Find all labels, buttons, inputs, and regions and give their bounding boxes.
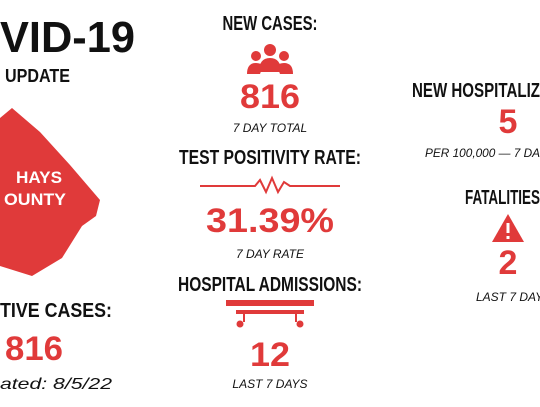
county-name: HAYS [16, 168, 62, 187]
stat-note: LAST 7 DAYS [232, 377, 307, 391]
title: VID-19 [0, 13, 135, 62]
people-icon [247, 44, 293, 74]
stretcher-icon [226, 300, 314, 328]
zigzag-icon [200, 175, 340, 195]
stat-note: ated: 8/5/22 [0, 376, 112, 393]
stat-value: 31.39% [206, 202, 334, 240]
stat-note: PER 100,000 — 7 DA [425, 146, 540, 160]
stat-note: LAST 7 DAYS [476, 290, 540, 304]
stat-note: 7 DAY RATE [236, 247, 305, 261]
stat-label: TIVE CASES: [0, 300, 112, 322]
stat-value: 5 [499, 103, 518, 141]
stat-value: 2 [499, 244, 518, 282]
warning-icon [492, 214, 524, 242]
county-name: OUNTY [4, 190, 67, 209]
stat-label: NEW CASES: [223, 13, 318, 35]
stat-value: 12 [250, 336, 290, 374]
stat-value: 816 [240, 78, 300, 116]
stat-label: HOSPITAL ADMISSIONS: [178, 274, 362, 296]
subtitle: UPDATE [5, 66, 70, 86]
county-shape [0, 108, 100, 276]
stat-label: TEST POSITIVITY RATE: [179, 147, 361, 169]
stat-value: 816 [5, 330, 63, 368]
stat-label: NEW HOSPITALIZ [412, 80, 540, 102]
stat-label: FATALITIES [465, 187, 540, 209]
stat-note: 7 DAY TOTAL [233, 121, 307, 135]
